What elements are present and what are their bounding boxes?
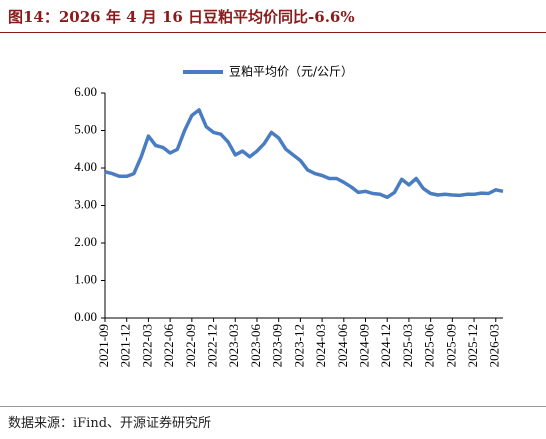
x-tick-label: 2025-03 [400, 324, 415, 367]
x-tick-label: 2023-06 [248, 324, 263, 368]
y-tick-label: 3.00 [74, 196, 97, 211]
legend-label: 豆粕平均价（元/公斤） [229, 64, 353, 79]
x-tick-label: 2022-09 [183, 324, 198, 367]
x-tick-label: 2023-03 [226, 324, 241, 367]
source-rule [0, 406, 546, 407]
x-tick-label: 2024-06 [335, 324, 350, 368]
x-tick-label: 2026-03 [487, 324, 502, 367]
y-tick-label: 1.00 [74, 271, 97, 286]
chart-title: 图14：2026 年 4 月 16 日豆粕平均价同比-6.6% [8, 8, 355, 26]
x-tick-label: 2022-06 [161, 324, 176, 368]
x-tick-label: 2021-09 [96, 324, 111, 367]
y-tick-label: 5.00 [74, 121, 97, 136]
source-note: 数据来源：iFind、开源证券研究所 [8, 416, 212, 431]
y-tick-label: 4.00 [74, 159, 97, 174]
y-tick-label: 2.00 [74, 234, 97, 249]
line-series [104, 108, 504, 200]
x-tick-label: 2023-12 [291, 324, 306, 367]
x-tick-label: 2024-03 [313, 324, 328, 367]
y-tick-label: 0.00 [74, 309, 97, 324]
x-tick-label: 2022-03 [139, 324, 154, 367]
x-tick-label: 2025-12 [465, 324, 480, 367]
x-tick-label: 2021-12 [118, 324, 133, 367]
y-tick-label: 6.00 [74, 84, 97, 99]
x-tick-label: 2024-09 [356, 324, 371, 367]
x-tick-label: 2023-09 [270, 324, 285, 367]
x-tick-label: 2022-12 [205, 324, 220, 367]
x-tick-label: 2025-06 [422, 324, 437, 368]
title-rule [0, 32, 546, 33]
x-tick-label: 2024-12 [378, 324, 393, 367]
x-tick-label: 2025-09 [443, 324, 458, 367]
